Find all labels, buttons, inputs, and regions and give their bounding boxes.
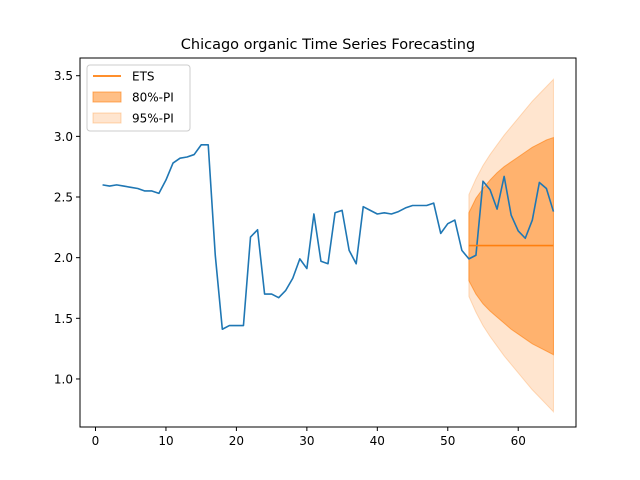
legend: ETS 80%-PI 95%-PI — [86, 64, 191, 132]
chart-title: Chicago organic Time Series Forecasting — [181, 37, 475, 53]
y-tick-label: 2.5 — [54, 191, 73, 205]
legend-key-80-pi — [92, 91, 122, 103]
x-tick-label: 50 — [440, 434, 455, 448]
actual-series-line — [102, 144, 555, 331]
y-tick-label: 3.0 — [54, 130, 73, 144]
x-tick-label: 30 — [299, 434, 314, 448]
legend-label: 95%-PI — [132, 112, 174, 126]
x-tick-label: 40 — [370, 434, 385, 448]
x-tick-label: 20 — [229, 434, 244, 448]
x-tick-label: 60 — [511, 434, 526, 448]
legend-label: ETS — [132, 70, 155, 84]
legend-box — [86, 64, 191, 132]
legend-label: 80%-PI — [132, 91, 174, 105]
y-axis: 1.0 1.5 2.0 2.5 3.0 3.5 — [54, 69, 80, 386]
y-tick-label: 1.0 — [54, 372, 73, 386]
legend-key-95-pi — [92, 112, 122, 124]
x-tick-label: 0 — [92, 434, 100, 448]
x-tick-label: 10 — [158, 434, 173, 448]
series-lines — [102, 144, 555, 331]
y-tick-label: 2.0 — [54, 251, 73, 265]
y-tick-label: 3.5 — [54, 69, 73, 83]
plot-area-frame — [79, 57, 577, 428]
y-tick-label: 1.5 — [54, 312, 73, 326]
x-axis: 0 10 20 30 40 50 60 — [92, 427, 526, 448]
